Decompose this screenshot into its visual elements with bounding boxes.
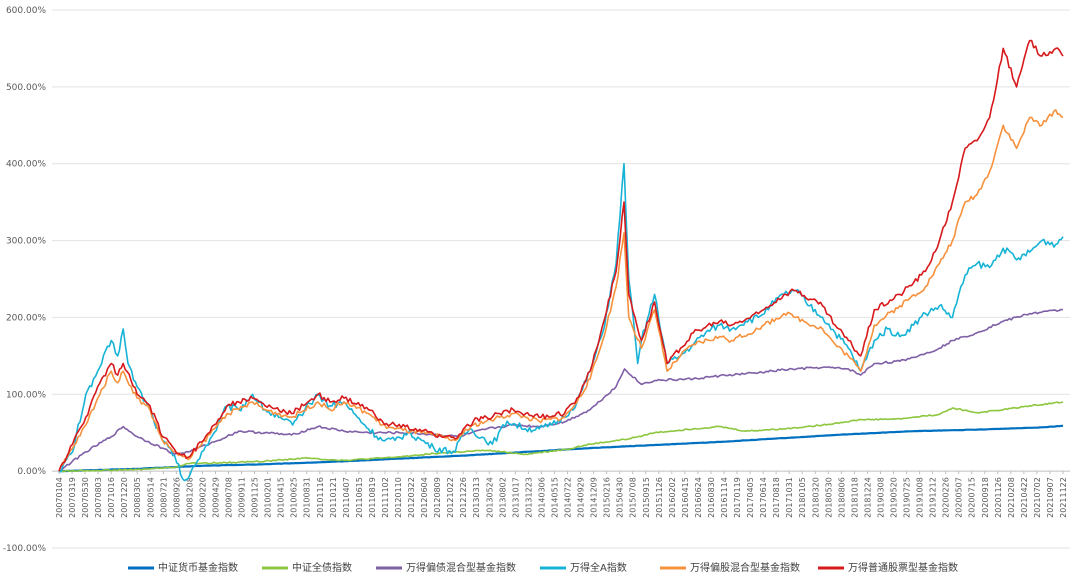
x-tick-label: 20160202 bbox=[668, 477, 677, 518]
x-tick-label: 20070104 bbox=[55, 477, 64, 518]
x-tick-label: 20121022 bbox=[446, 477, 455, 518]
x-tick-label: 20151126 bbox=[655, 477, 664, 518]
series-line bbox=[58, 109, 1064, 472]
x-tick-label: 20080514 bbox=[146, 477, 155, 518]
x-tick-label: 20180105 bbox=[798, 477, 807, 518]
x-tick-label: 20070319 bbox=[68, 477, 77, 518]
x-tick-label: 20110819 bbox=[368, 477, 377, 518]
x-tick-label: 20200715 bbox=[968, 477, 977, 518]
legend-label: 中证货币基金指数 bbox=[158, 561, 238, 574]
x-tick-label: 20141209 bbox=[590, 477, 599, 518]
y-tick-label: -100.00% bbox=[3, 544, 47, 554]
x-tick-label: 20190308 bbox=[876, 477, 885, 518]
x-tick-label: 20200507 bbox=[955, 477, 964, 518]
x-tick-label: 20171031 bbox=[785, 477, 794, 518]
x-tick-label: 20090429 bbox=[211, 477, 220, 518]
x-tick-label: 20150430 bbox=[616, 477, 625, 518]
x-tick-label: 20170818 bbox=[772, 477, 781, 518]
y-tick-label: 400.00% bbox=[6, 160, 46, 170]
x-tick-label: 20150216 bbox=[603, 477, 612, 518]
x-tick-label: 20110615 bbox=[355, 477, 364, 518]
x-tick-label: 20080305 bbox=[133, 477, 142, 518]
x-tick-label: 20090911 bbox=[238, 477, 247, 518]
x-tick-label: 20181018 bbox=[850, 477, 859, 518]
x-tick-label: 20191212 bbox=[929, 477, 938, 518]
x-tick-label: 20180530 bbox=[824, 477, 833, 518]
legend-label: 万得偏股混合型基金指数 bbox=[690, 561, 800, 574]
x-tick-label: 20120110 bbox=[394, 477, 403, 518]
series-line bbox=[58, 401, 1064, 473]
x-tick-label: 20100415 bbox=[277, 477, 286, 518]
x-tick-label: 20090220 bbox=[198, 477, 207, 518]
x-tick-label: 20101116 bbox=[316, 477, 325, 518]
x-tick-label: 20140929 bbox=[577, 477, 586, 518]
x-tick-label: 20120809 bbox=[433, 477, 442, 518]
x-tick-label: 20120322 bbox=[407, 477, 416, 518]
x-tick-label: 20100831 bbox=[303, 477, 312, 518]
x-tick-label: 20200226 bbox=[942, 477, 951, 518]
x-tick-label: 20140722 bbox=[564, 477, 573, 518]
y-tick-label: 500.00% bbox=[6, 83, 46, 93]
x-tick-label: 20110407 bbox=[342, 477, 351, 518]
x-tick-label: 20131017 bbox=[511, 477, 520, 518]
x-tick-label: 20130524 bbox=[485, 477, 494, 518]
x-tick-label: 20170119 bbox=[733, 477, 742, 518]
x-tick-label: 20121226 bbox=[459, 477, 468, 518]
x-tick-label: 20091125 bbox=[251, 477, 260, 518]
y-tick-label: 0.00% bbox=[17, 467, 46, 477]
x-tick-label: 20150915 bbox=[642, 477, 651, 518]
x-tick-label: 20180806 bbox=[837, 477, 846, 518]
x-tick-label: 20161114 bbox=[720, 477, 729, 518]
x-tick-label: 20070530 bbox=[81, 477, 90, 518]
x-tick-label: 20150708 bbox=[629, 477, 638, 518]
series-line bbox=[58, 308, 1064, 472]
x-tick-label: 20170614 bbox=[759, 477, 768, 518]
x-tick-label: 20081208 bbox=[185, 477, 194, 518]
x-tick-label: 20160415 bbox=[681, 477, 690, 518]
x-tick-label: 20210422 bbox=[1020, 477, 1029, 518]
x-tick-label: 20080926 bbox=[172, 477, 181, 518]
x-tick-label: 20131223 bbox=[524, 477, 533, 518]
x-tick-label: 20210907 bbox=[1046, 477, 1055, 518]
x-tick-label: 20170405 bbox=[746, 477, 755, 518]
legend-label: 万得全A指数 bbox=[570, 561, 627, 574]
x-tick-label: 20191008 bbox=[916, 477, 925, 518]
x-tick-label: 20090708 bbox=[225, 477, 234, 518]
x-tick-label: 20160830 bbox=[707, 477, 716, 518]
y-tick-label: 100.00% bbox=[6, 390, 46, 400]
x-tick-label: 20201126 bbox=[994, 477, 1003, 518]
x-tick-label: 20070803 bbox=[94, 477, 103, 518]
x-tick-label: 20210208 bbox=[1007, 477, 1016, 518]
x-tick-label: 20211122 bbox=[1059, 477, 1068, 518]
x-tick-label: 20120604 bbox=[420, 477, 429, 518]
x-tick-label: 20130313 bbox=[472, 477, 481, 518]
legend-label: 中证全债指数 bbox=[292, 561, 352, 574]
x-tick-label: 20111102 bbox=[381, 477, 390, 518]
series-line bbox=[58, 39, 1064, 472]
x-tick-label: 20140515 bbox=[550, 477, 559, 518]
x-tick-label: 20100625 bbox=[290, 477, 299, 518]
legend-label: 万得普通股票型基金指数 bbox=[848, 561, 958, 574]
x-tick-label: 20140306 bbox=[537, 477, 546, 518]
x-tick-label: 20071220 bbox=[120, 477, 129, 518]
x-tick-label: 20071016 bbox=[107, 477, 116, 518]
x-tick-label: 20210702 bbox=[1033, 477, 1042, 518]
x-tick-label: 20160624 bbox=[694, 477, 703, 518]
x-tick-label: 20190520 bbox=[889, 477, 898, 518]
x-tick-label: 20180320 bbox=[811, 477, 820, 518]
x-tick-label: 20130802 bbox=[498, 477, 507, 518]
y-tick-label: 600.00% bbox=[6, 6, 46, 16]
y-tick-label: 200.00% bbox=[6, 313, 46, 323]
x-tick-label: 20100201 bbox=[264, 477, 273, 518]
x-tick-label: 20200918 bbox=[981, 477, 990, 518]
x-tick-label: 20080721 bbox=[159, 477, 168, 518]
x-tick-label: 20110121 bbox=[329, 477, 338, 518]
y-tick-label: 300.00% bbox=[6, 237, 46, 247]
x-tick-label: 20181224 bbox=[863, 477, 872, 518]
legend-label: 万得偏债混合型基金指数 bbox=[406, 561, 516, 574]
x-tick-label: 20190725 bbox=[903, 477, 912, 518]
